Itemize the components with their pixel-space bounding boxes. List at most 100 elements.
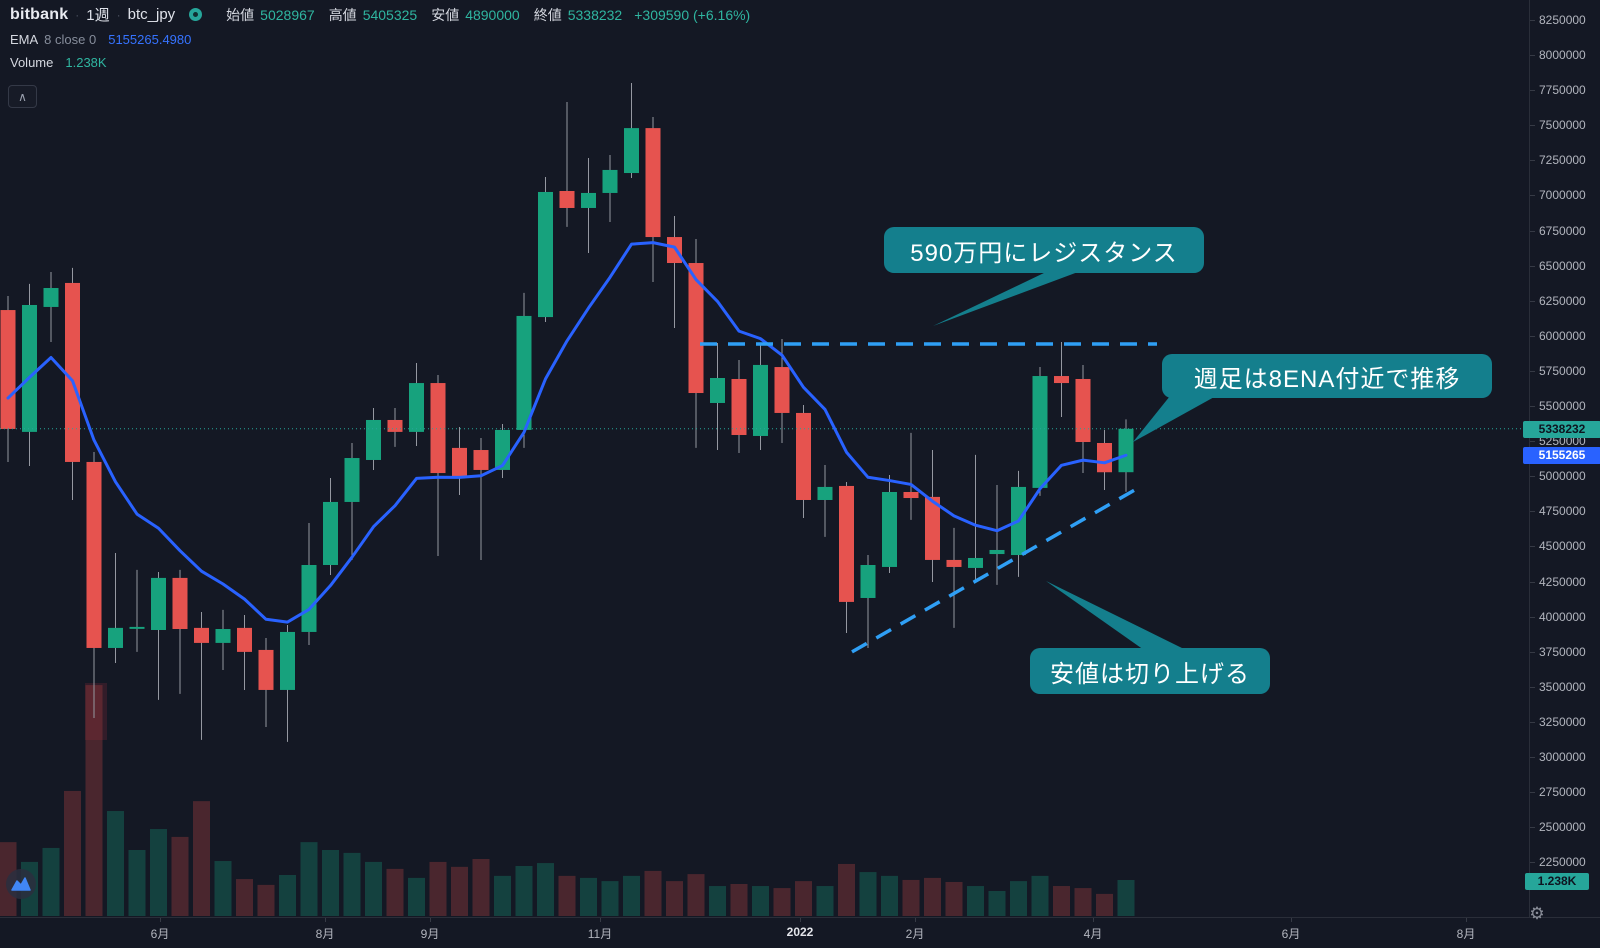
- volume-bar[interactable]: [386, 868, 404, 916]
- volume-bar[interactable]: [816, 886, 834, 916]
- candle-body[interactable]: [280, 631, 295, 690]
- candle-body[interactable]: [1118, 428, 1134, 473]
- price-axis[interactable]: 8250000 8000000 7750000 7500000 7250000 70000…: [1523, 0, 1600, 917]
- volume-bar[interactable]: [902, 879, 920, 916]
- volume-indicator-row[interactable]: Volume 1.238K: [10, 55, 750, 70]
- candle-body[interactable]: [817, 486, 833, 500]
- candle-body[interactable]: [581, 192, 596, 208]
- annotation-higher-lows[interactable]: 安値は切り上げる: [1030, 648, 1270, 694]
- volume-bar[interactable]: [924, 877, 941, 916]
- volume-bar[interactable]: [859, 872, 877, 916]
- volume-bar[interactable]: [429, 861, 447, 916]
- candle-body[interactable]: [1032, 376, 1048, 488]
- ema-line[interactable]: [6, 241, 1128, 624]
- volume-bar[interactable]: [322, 849, 339, 916]
- candle-body[interactable]: [409, 383, 424, 432]
- candle-body[interactable]: [430, 383, 446, 474]
- annotation-ema-note[interactable]: 週足は8ENA付近で推移: [1162, 354, 1492, 398]
- interval-label[interactable]: 1週: [86, 7, 110, 24]
- pair-label[interactable]: btc_jpy: [127, 6, 176, 23]
- candle-body[interactable]: [366, 419, 381, 460]
- volume-bar[interactable]: [709, 886, 726, 916]
- candle-body[interactable]: [301, 564, 317, 632]
- bitbank-logo-icon[interactable]: [6, 869, 36, 899]
- annotation-resistance[interactable]: 590万円にレジスタンス: [884, 227, 1204, 273]
- volume-bar[interactable]: [1031, 875, 1049, 916]
- collapse-legend-button[interactable]: ∧: [8, 85, 37, 108]
- candle-body[interactable]: [1054, 376, 1069, 384]
- candle-body[interactable]: [452, 447, 467, 478]
- candle-body[interactable]: [946, 559, 962, 567]
- volume-bar[interactable]: [128, 849, 146, 916]
- volume-bar[interactable]: [644, 870, 662, 916]
- volume-bar[interactable]: [1096, 893, 1113, 916]
- volume-bar[interactable]: [773, 888, 791, 916]
- candle-body[interactable]: [108, 627, 123, 648]
- chart-pane[interactable]: bitbank · 1週 · btc_jpy 始値 5028967 高値 540…: [0, 0, 1529, 917]
- volume-bar[interactable]: [967, 886, 984, 916]
- candle-body[interactable]: [989, 549, 1005, 555]
- symbol-name[interactable]: bitbank: [10, 5, 69, 23]
- volume-bar[interactable]: [236, 879, 253, 916]
- volume-bar[interactable]: [107, 811, 124, 916]
- candle-body[interactable]: [86, 461, 102, 648]
- volume-bar[interactable]: [257, 884, 275, 916]
- volume-bar[interactable]: [451, 866, 468, 916]
- volume-bar[interactable]: [580, 877, 597, 916]
- time-axis-label[interactable]: 8月: [1456, 927, 1476, 941]
- candle-body[interactable]: [645, 128, 661, 238]
- volume-bar[interactable]: [42, 847, 60, 916]
- volume-bar[interactable]: [193, 801, 210, 916]
- volume-bar[interactable]: [601, 881, 619, 916]
- candle-body[interactable]: [602, 169, 618, 193]
- symbol-row[interactable]: bitbank · 1週 · btc_jpy 始値 5028967 高値 540…: [10, 4, 750, 25]
- volume-bar[interactable]: [838, 863, 855, 916]
- time-axis-label[interactable]: 6月: [1281, 927, 1301, 941]
- time-axis-label[interactable]: 2022: [786, 925, 814, 939]
- candle-body[interactable]: [538, 191, 553, 318]
- time-axis-label[interactable]: 11月: [587, 927, 613, 941]
- candle-body[interactable]: [22, 304, 37, 432]
- candle-body[interactable]: [624, 128, 639, 174]
- volume-bar[interactable]: [150, 829, 167, 916]
- candle-body[interactable]: [344, 458, 360, 502]
- time-axis-label[interactable]: 9月: [420, 927, 440, 941]
- time-axis-label[interactable]: 4月: [1083, 927, 1103, 941]
- candle-body[interactable]: [516, 315, 532, 430]
- candle-body[interactable]: [151, 577, 166, 630]
- candle-body[interactable]: [839, 485, 854, 602]
- volume-bar[interactable]: [85, 685, 103, 916]
- volume-name[interactable]: Volume: [10, 55, 54, 70]
- candle-body[interactable]: [172, 577, 188, 630]
- candle-body[interactable]: [194, 627, 209, 643]
- volume-bar[interactable]: [666, 881, 683, 916]
- time-axis-label[interactable]: 8月: [315, 927, 335, 941]
- volume-bar[interactable]: [408, 877, 425, 916]
- volume-bar[interactable]: [1117, 880, 1135, 916]
- candle-body[interactable]: [65, 282, 80, 462]
- volume-bar[interactable]: [365, 861, 382, 916]
- ema-name[interactable]: EMA: [10, 32, 39, 47]
- candle-body[interactable]: [925, 496, 940, 560]
- volume-bar[interactable]: [795, 881, 812, 916]
- volume-bar[interactable]: [752, 886, 769, 916]
- candle-body[interactable]: [731, 378, 747, 435]
- candle-body[interactable]: [1075, 378, 1091, 443]
- volume-bar[interactable]: [537, 863, 554, 916]
- candle-body[interactable]: [129, 626, 145, 629]
- candle-body[interactable]: [753, 364, 768, 436]
- candle-body[interactable]: [796, 412, 811, 500]
- volume-bar[interactable]: [279, 874, 296, 916]
- volume-bar[interactable]: [988, 890, 1006, 916]
- candle-body[interactable]: [688, 263, 704, 394]
- volume-bar[interactable]: [881, 875, 898, 916]
- volume-bar[interactable]: [687, 874, 705, 916]
- volume-bar[interactable]: [171, 836, 189, 916]
- candle-body[interactable]: [43, 288, 59, 307]
- candle-body[interactable]: [387, 419, 403, 432]
- volume-bar[interactable]: [558, 875, 576, 916]
- volume-bar[interactable]: [1053, 886, 1070, 916]
- candle-body[interactable]: [323, 501, 338, 565]
- volume-bar[interactable]: [64, 790, 81, 916]
- volume-bar[interactable]: [494, 875, 511, 916]
